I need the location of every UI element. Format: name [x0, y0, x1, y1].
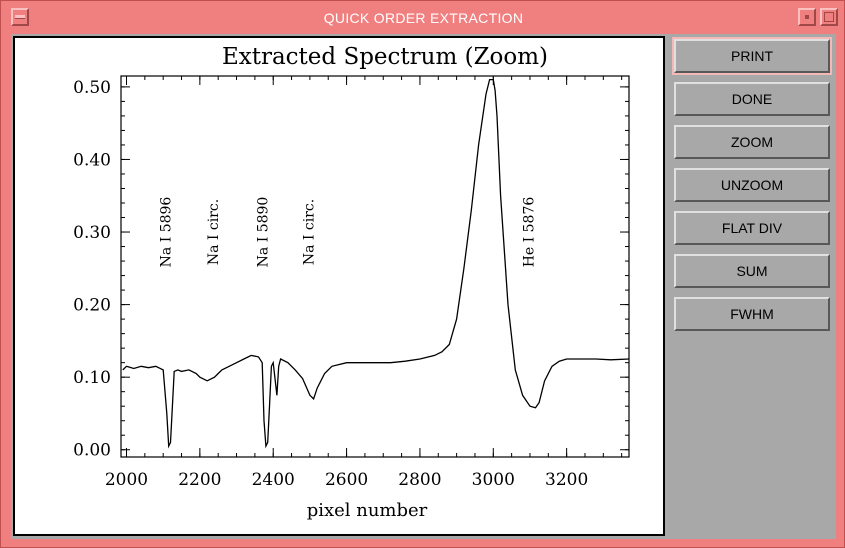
line-annotation-2: Na I 5890 — [256, 197, 272, 268]
window-menu-button[interactable] — [11, 8, 29, 26]
minimize-button[interactable] — [798, 8, 816, 26]
line-annotation-4: He I 5876 — [522, 197, 538, 268]
y-tick-label-0: 0.00 — [73, 441, 111, 461]
unzoom-button[interactable]: UNZOOM — [674, 168, 830, 202]
line-annotation-1: Na I circ. — [206, 199, 222, 265]
x-axis-label: pixel number — [307, 500, 428, 521]
y-tick-label-4: 0.40 — [73, 150, 111, 170]
print-button[interactable]: PRINT — [672, 37, 832, 75]
chart-title: Extracted Spectrum (Zoom) — [222, 44, 548, 70]
x-tick-label-3: 2600 — [325, 470, 368, 490]
y-tick-label-2: 0.20 — [73, 296, 111, 316]
line-annotation-3: Na I circ. — [302, 199, 318, 265]
menu-icon — [15, 15, 25, 19]
y-tick-label-3: 0.30 — [73, 223, 111, 243]
x-tick-label-5: 3000 — [472, 470, 515, 490]
line-annotation-0: Na I 5896 — [159, 197, 175, 268]
spectrum-chart: Extracted Spectrum (Zoom) 2000 2200 2400 260… — [73, 44, 630, 521]
spectrum-line — [122, 78, 630, 449]
done-button[interactable]: DONE — [674, 82, 830, 116]
zoom-button[interactable]: ZOOM — [674, 125, 830, 159]
title-bar[interactable]: QUICK ORDER EXTRACTION — [5, 5, 842, 31]
x-tick-label-4: 2800 — [398, 470, 441, 490]
maximize-button[interactable] — [820, 8, 838, 26]
plot-box — [120, 75, 630, 458]
x-tick-label-2: 2400 — [252, 470, 295, 490]
client-area: Extracted Spectrum (Zoom) 2000 2200 2400 260… — [11, 34, 836, 539]
fwhm-button[interactable]: FWHM — [674, 297, 830, 331]
flat-div-button[interactable]: FLAT DIV — [674, 211, 830, 245]
plot-area: Extracted Spectrum (Zoom) 2000 2200 2400 260… — [13, 36, 665, 536]
y-tick-label-5: 0.50 — [73, 78, 111, 98]
sum-button[interactable]: SUM — [674, 254, 830, 288]
window-title: QUICK ORDER EXTRACTION — [323, 10, 524, 26]
x-tick-label-6: 3200 — [545, 470, 588, 490]
y-tick-label-1: 0.10 — [73, 368, 111, 388]
x-tick-label-1: 2200 — [178, 470, 221, 490]
x-tick-label-0: 2000 — [105, 470, 148, 490]
minimize-icon — [805, 15, 809, 19]
maximize-icon — [824, 12, 834, 22]
